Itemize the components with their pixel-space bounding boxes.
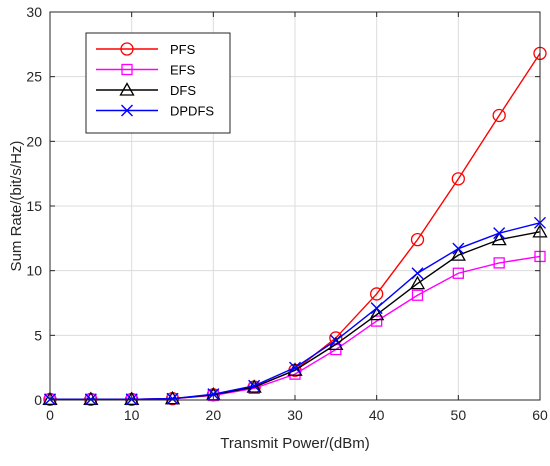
- y-tick-label: 5: [34, 327, 42, 343]
- data-point-dpdfs: [248, 379, 261, 392]
- legend-sample-dfs: [96, 82, 158, 96]
- legend-entry-dpdfs: DPDFS: [96, 104, 214, 119]
- x-tick-label: 0: [46, 407, 54, 423]
- y-tick-label: 10: [26, 263, 42, 279]
- legend-entry-efs: EFS: [96, 63, 196, 78]
- data-point-dfs: [42, 391, 58, 406]
- legend-sample-efs: [96, 63, 158, 76]
- legend-entry-dfs: DFS: [96, 82, 196, 98]
- x-axis-ticks: 0 10 20 30 40 50 60: [46, 12, 548, 423]
- x-tick-label: 30: [287, 407, 303, 423]
- legend-label-dpdfs: DPDFS: [170, 104, 214, 119]
- legend-marker: [121, 104, 133, 117]
- legend-sample-dpdfs: [96, 104, 158, 117]
- data-point-pfs: [451, 172, 465, 186]
- data-point-pfs: [492, 108, 506, 123]
- legend-marker: [119, 82, 135, 96]
- legend-marker: [120, 42, 134, 56]
- data-point-pfs: [370, 287, 384, 301]
- data-point-dpdfs: [370, 302, 383, 315]
- legend-label-efs: EFS: [170, 63, 196, 78]
- legend-label-pfs: PFS: [170, 42, 196, 57]
- data-point-dpdfs: [84, 393, 97, 406]
- data-point-efs: [371, 315, 383, 327]
- legend-label-dfs: DFS: [170, 83, 196, 98]
- data-point-dpdfs: [166, 392, 179, 405]
- legend-sample-pfs: [96, 42, 158, 56]
- data-point-efs: [289, 368, 301, 380]
- data-point-dpdfs: [452, 242, 465, 255]
- data-point-efs: [452, 267, 464, 279]
- data-point-dfs: [491, 231, 507, 246]
- y-tick-label: 0: [34, 392, 42, 408]
- y-tick-label: 30: [26, 4, 42, 20]
- x-axis-label: Transmit Power/(dBm): [220, 435, 369, 452]
- y-axis-label: Sum Rate/(bit/s/Hz): [8, 141, 25, 272]
- data-point-dfs: [409, 275, 426, 290]
- data-point-dfs: [450, 247, 466, 261]
- data-point-pfs: [410, 232, 425, 247]
- data-point-dpdfs: [207, 388, 220, 401]
- data-point-efs: [411, 289, 424, 301]
- data-point-efs: [493, 257, 505, 269]
- x-tick-label: 10: [124, 407, 140, 423]
- data-point-dpdfs: [329, 334, 342, 347]
- data-point-dpdfs: [493, 227, 506, 240]
- x-tick-label: 40: [369, 407, 385, 423]
- y-tick-label: 15: [26, 198, 42, 214]
- y-axis-ticks: 0 5 10 15 20 25 30: [26, 4, 540, 408]
- x-tick-label: 60: [532, 407, 548, 423]
- x-tick-label: 20: [206, 407, 222, 423]
- data-point-dpdfs: [411, 267, 424, 280]
- data-point-dfs: [369, 306, 385, 321]
- y-tick-label: 20: [26, 133, 42, 149]
- legend-entry-pfs: PFS: [96, 42, 196, 57]
- x-tick-label: 50: [451, 407, 467, 423]
- data-point-dpdfs: [289, 361, 301, 374]
- legend-marker: [121, 63, 133, 76]
- data-point-dfs: [83, 391, 99, 406]
- legend: PFS EFS DFS DPDFS: [85, 32, 231, 134]
- y-tick-label: 25: [26, 69, 42, 85]
